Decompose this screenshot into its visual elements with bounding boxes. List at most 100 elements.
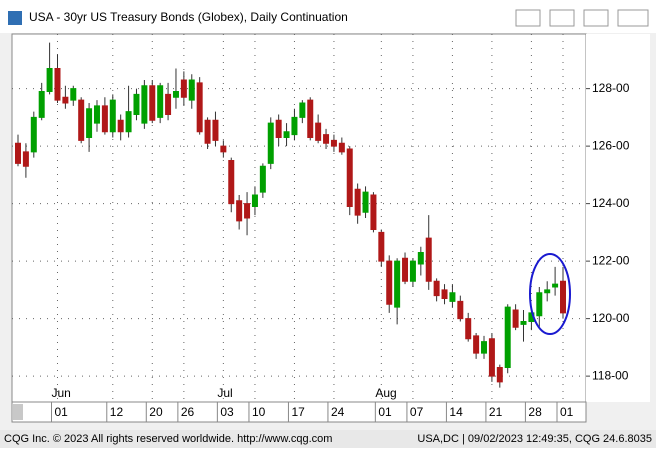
candle-body	[386, 260, 393, 305]
candle-body	[362, 191, 369, 213]
x-tick-label: 17	[291, 405, 305, 419]
candle-body	[465, 318, 472, 340]
maximize-button[interactable]	[583, 9, 609, 27]
candle-body	[536, 292, 543, 317]
candle-body	[117, 119, 124, 133]
candle-body	[457, 300, 464, 320]
x-tick-label: 20	[149, 405, 163, 419]
candle-body	[417, 252, 424, 265]
month-label: Aug	[375, 386, 396, 400]
y-tick-label: 124-00	[592, 196, 630, 210]
title-bar	[0, 0, 656, 33]
x-tick-label: 07	[410, 405, 424, 419]
candle-body	[180, 79, 187, 98]
candle-body	[236, 200, 243, 222]
x-tick-label: 24	[331, 405, 345, 419]
candle-body	[109, 99, 116, 133]
status-bar	[0, 430, 656, 448]
candle-body	[259, 165, 266, 193]
candle-body	[409, 260, 416, 282]
y-tick-label: 122-00	[592, 253, 630, 267]
footer-right: USA,DC | 09/02/2023 12:49:35, CQG 24.6.8…	[417, 433, 652, 445]
candle-body	[93, 105, 100, 124]
candle-body	[370, 194, 377, 230]
candle-body	[291, 116, 298, 136]
candle-body	[188, 79, 195, 101]
candle-body	[251, 194, 258, 207]
candle-body	[402, 257, 409, 282]
candle-body	[70, 88, 77, 101]
link-button[interactable]	[515, 9, 541, 27]
x-tick-label: 12	[110, 405, 124, 419]
candle-body	[15, 142, 21, 164]
window-title: USA - 30yr US Treasury Bonds (Globex), D…	[29, 10, 348, 24]
candle-body	[520, 321, 527, 325]
candle-body	[425, 237, 432, 282]
y-tick-label: 128-00	[592, 81, 630, 95]
candle-body	[220, 145, 227, 153]
candle-body	[196, 82, 203, 133]
month-label: Jul	[217, 386, 232, 400]
highlight-ellipse	[529, 253, 571, 335]
candle-body	[488, 338, 495, 377]
candle-body	[30, 116, 37, 153]
candle-body	[512, 309, 519, 328]
y-tick-label: 118-00	[592, 368, 629, 382]
candle-body	[212, 119, 219, 141]
candle-body	[433, 280, 440, 297]
candle-body	[315, 122, 322, 141]
candle-body	[496, 367, 503, 383]
month-label: Jun	[51, 386, 70, 400]
candle-body	[62, 96, 69, 104]
candle-body	[149, 85, 156, 121]
candle-body	[330, 139, 337, 147]
candle-body	[38, 91, 45, 118]
scroll-thumb[interactable]	[13, 404, 23, 420]
candle-body	[323, 134, 330, 144]
x-tick-label: 03	[220, 405, 234, 419]
candle-body	[133, 93, 140, 115]
x-tick-label: 21	[489, 405, 503, 419]
candle-body	[283, 131, 290, 138]
candle-body	[307, 99, 314, 138]
price-axis-bg	[586, 34, 650, 402]
window-buttons[interactable]	[515, 9, 649, 27]
candle-body	[346, 148, 353, 207]
candle-body	[481, 341, 488, 354]
candle-body	[354, 188, 361, 216]
x-tick-label: 10	[252, 405, 266, 419]
candle-body	[101, 105, 108, 133]
candle-body	[299, 102, 306, 118]
x-tick-label: 01	[54, 405, 68, 419]
y-tick-label: 120-00	[592, 311, 630, 325]
footer-left: CQG Inc. © 2023 All rights reserved worl…	[4, 433, 332, 445]
candle-body	[204, 119, 211, 144]
y-tick-label: 126-00	[592, 138, 630, 152]
candle-body	[46, 68, 53, 92]
close-button[interactable]	[617, 9, 649, 27]
minimize-button[interactable]	[549, 9, 575, 27]
candle-body	[338, 142, 345, 153]
candle-body	[86, 108, 93, 138]
candle-body	[504, 306, 511, 368]
candle-body	[125, 111, 132, 133]
x-tick-label: 01	[560, 405, 574, 419]
x-tick-label: 01	[378, 405, 392, 419]
candle-body	[473, 335, 480, 354]
candle-body	[275, 119, 282, 138]
plot-area	[11, 33, 587, 403]
candle-body	[441, 289, 448, 299]
candle-body	[141, 85, 148, 124]
app-icon	[8, 11, 22, 25]
x-tick-label: 14	[449, 405, 463, 419]
candle-body	[449, 292, 456, 302]
candle-body	[544, 289, 551, 294]
candle-body	[172, 91, 179, 98]
candle-body	[157, 85, 164, 118]
date-axis-bg	[11, 401, 587, 423]
x-tick-label: 28	[528, 405, 542, 419]
candle-body	[244, 203, 251, 219]
candle-body	[560, 280, 566, 314]
candle-body	[552, 283, 559, 288]
